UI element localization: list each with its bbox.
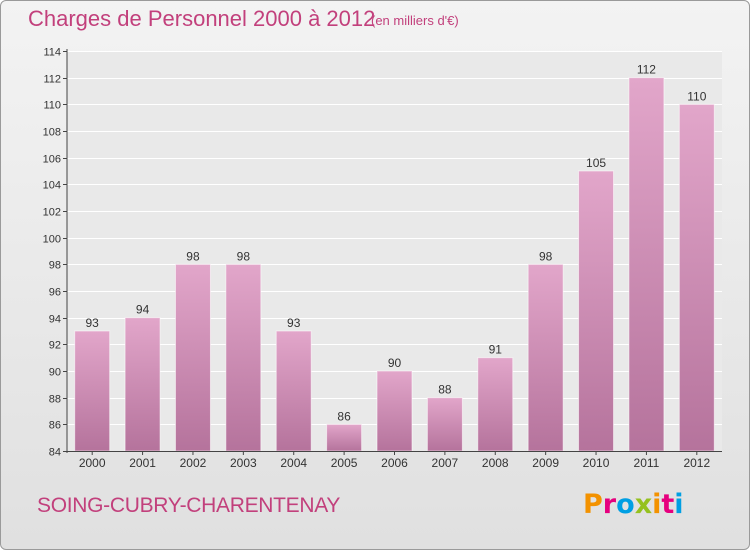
data-label-2006: 90 — [388, 356, 402, 370]
data-label-2003: 98 — [237, 249, 251, 263]
y-tick-label: 96 — [49, 287, 61, 299]
data-labels: 93 94 98 98 93 86 90 88 91 98 105 112 110 — [86, 63, 707, 424]
bar-2000 — [74, 330, 111, 452]
commune-name: SOING-CUBRY-CHARENTENAY — [37, 494, 341, 517]
x-tick-label: 2007 — [432, 456, 459, 470]
x-tick-label: 2012 — [683, 456, 710, 470]
bar-2003 — [225, 263, 262, 452]
y-tick-label: 88 — [49, 394, 61, 406]
bar-2006 — [376, 370, 413, 452]
x-tick-label: 2002 — [180, 456, 207, 470]
logo-letter: i — [652, 489, 662, 520]
logo-letter: x — [634, 489, 653, 520]
y-tick-label: 108 — [43, 127, 61, 139]
data-label-2011: 112 — [637, 63, 656, 77]
bar-2010 — [578, 170, 615, 452]
y-tick-label: 112 — [43, 74, 61, 86]
x-tick-label: 2009 — [532, 456, 559, 470]
y-tick-label: 110 — [43, 100, 61, 112]
data-label-2009: 98 — [539, 249, 553, 263]
chart-subtitle: (en milliers d'€) — [371, 13, 459, 28]
bar-2004 — [275, 330, 312, 452]
x-tick-label: 2008 — [482, 456, 509, 470]
x-tick-labels: 2000 2001 2002 2003 2004 2005 2006 2007 2008 2009… — [79, 451, 710, 470]
bar-2007 — [426, 397, 463, 452]
data-label-2012: 110 — [687, 89, 706, 103]
data-label-2001: 94 — [136, 303, 150, 317]
y-tick-label: 86 — [49, 420, 61, 432]
x-tick-label: 2001 — [129, 456, 156, 470]
y-tick-label: 100 — [43, 234, 61, 246]
data-label-2005: 86 — [337, 409, 351, 423]
data-label-2004: 93 — [287, 316, 301, 330]
y-tick-label: 98 — [49, 260, 61, 272]
y-tick-label: 84 — [49, 447, 61, 459]
x-tick-label: 2000 — [79, 456, 106, 470]
y-tick-label: 92 — [49, 340, 61, 352]
data-label-2002: 98 — [186, 249, 200, 263]
bar-2011 — [628, 77, 665, 452]
x-tick-label: 2003 — [230, 456, 257, 470]
y-tick-label: 106 — [43, 154, 61, 166]
proxiti-logo: Proxiti — [583, 489, 684, 520]
logo-letter: i — [674, 489, 684, 520]
y-tick-labels: 84 86 88 90 92 94 96 98 100 102 104 106 108 110 112 114 — [43, 47, 67, 459]
data-label-2008: 91 — [489, 343, 503, 357]
data-label-2000: 93 — [86, 316, 100, 330]
logo-letter: t — [661, 489, 675, 520]
y-tick-label: 102 — [43, 207, 61, 219]
x-tick-label: 2005 — [331, 456, 358, 470]
bar-2002 — [174, 263, 211, 452]
x-tick-label: 2004 — [280, 456, 307, 470]
chart-title: Charges de Personnel 2000 à 2012 — [28, 6, 376, 31]
bar-2005 — [326, 423, 363, 452]
x-tick-label: 2010 — [583, 456, 610, 470]
y-tick-label: 104 — [43, 180, 61, 192]
y-tick-label: 94 — [49, 314, 61, 326]
logo-letter: P — [583, 489, 603, 520]
bar-2009 — [527, 263, 564, 452]
bar-2012 — [678, 103, 715, 452]
logo-letter: o — [616, 489, 635, 520]
data-label-2010: 105 — [586, 156, 606, 170]
y-tick-label: 90 — [49, 367, 61, 379]
logo-letter: r — [602, 489, 617, 520]
data-label-2007: 88 — [438, 383, 452, 397]
y-tick-label: 114 — [43, 47, 61, 59]
bar-2008 — [477, 357, 514, 452]
x-tick-label: 2006 — [381, 456, 408, 470]
x-tick-label: 2011 — [634, 456, 660, 470]
bar-2001 — [124, 317, 161, 452]
